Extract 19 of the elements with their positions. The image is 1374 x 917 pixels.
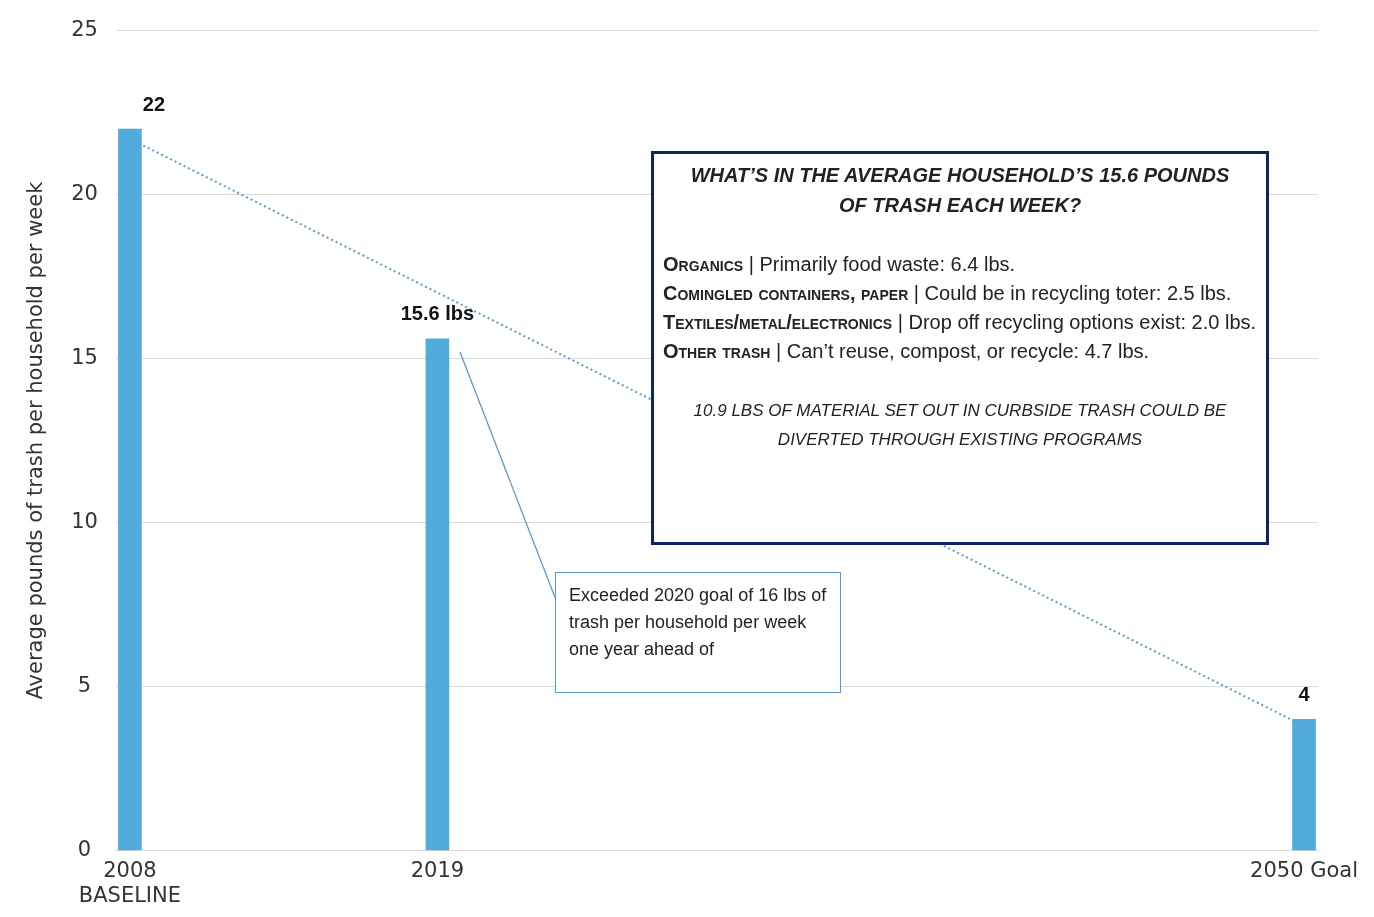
bar [1292, 719, 1316, 851]
y-tick-label: 20 [71, 181, 98, 206]
data-label: 4 [1298, 682, 1311, 705]
y-tick-label: 25 [71, 17, 98, 42]
bar [425, 338, 450, 851]
y-tick-label: 10 [71, 509, 98, 534]
x-tick-label: 2050 Goal [1250, 857, 1358, 882]
annotation: Exceeded 2020 goal of 16 lbs of trash per household per week one year ahead of [555, 572, 841, 693]
y-tick-label: 15 [71, 345, 98, 370]
data-label: 15.6 lbs [400, 302, 475, 325]
y-tick-label: 5 [77, 673, 92, 698]
bar [118, 128, 142, 851]
x-tick-label: 2019 [410, 857, 465, 882]
y-axis-title: Average pounds of trash per household per week [23, 180, 48, 700]
annotation: Comingled containers, paper | Could be in recycling toter: 2.5 lbs. [663, 281, 1233, 306]
annotation: Textiles/metal/electronics | Drop off recycling options exist: 2.0 lbs. [663, 310, 1257, 335]
data-label: 22 [142, 92, 166, 115]
annotation: Organics | Primarily food waste: 6.4 lbs. [663, 252, 1017, 277]
annotation: WHAT’S IN THE AVERAGE HOUSEHOLD’S 15.6 POUNDS OF TRASH EACH WEEK? [689, 163, 1231, 218]
